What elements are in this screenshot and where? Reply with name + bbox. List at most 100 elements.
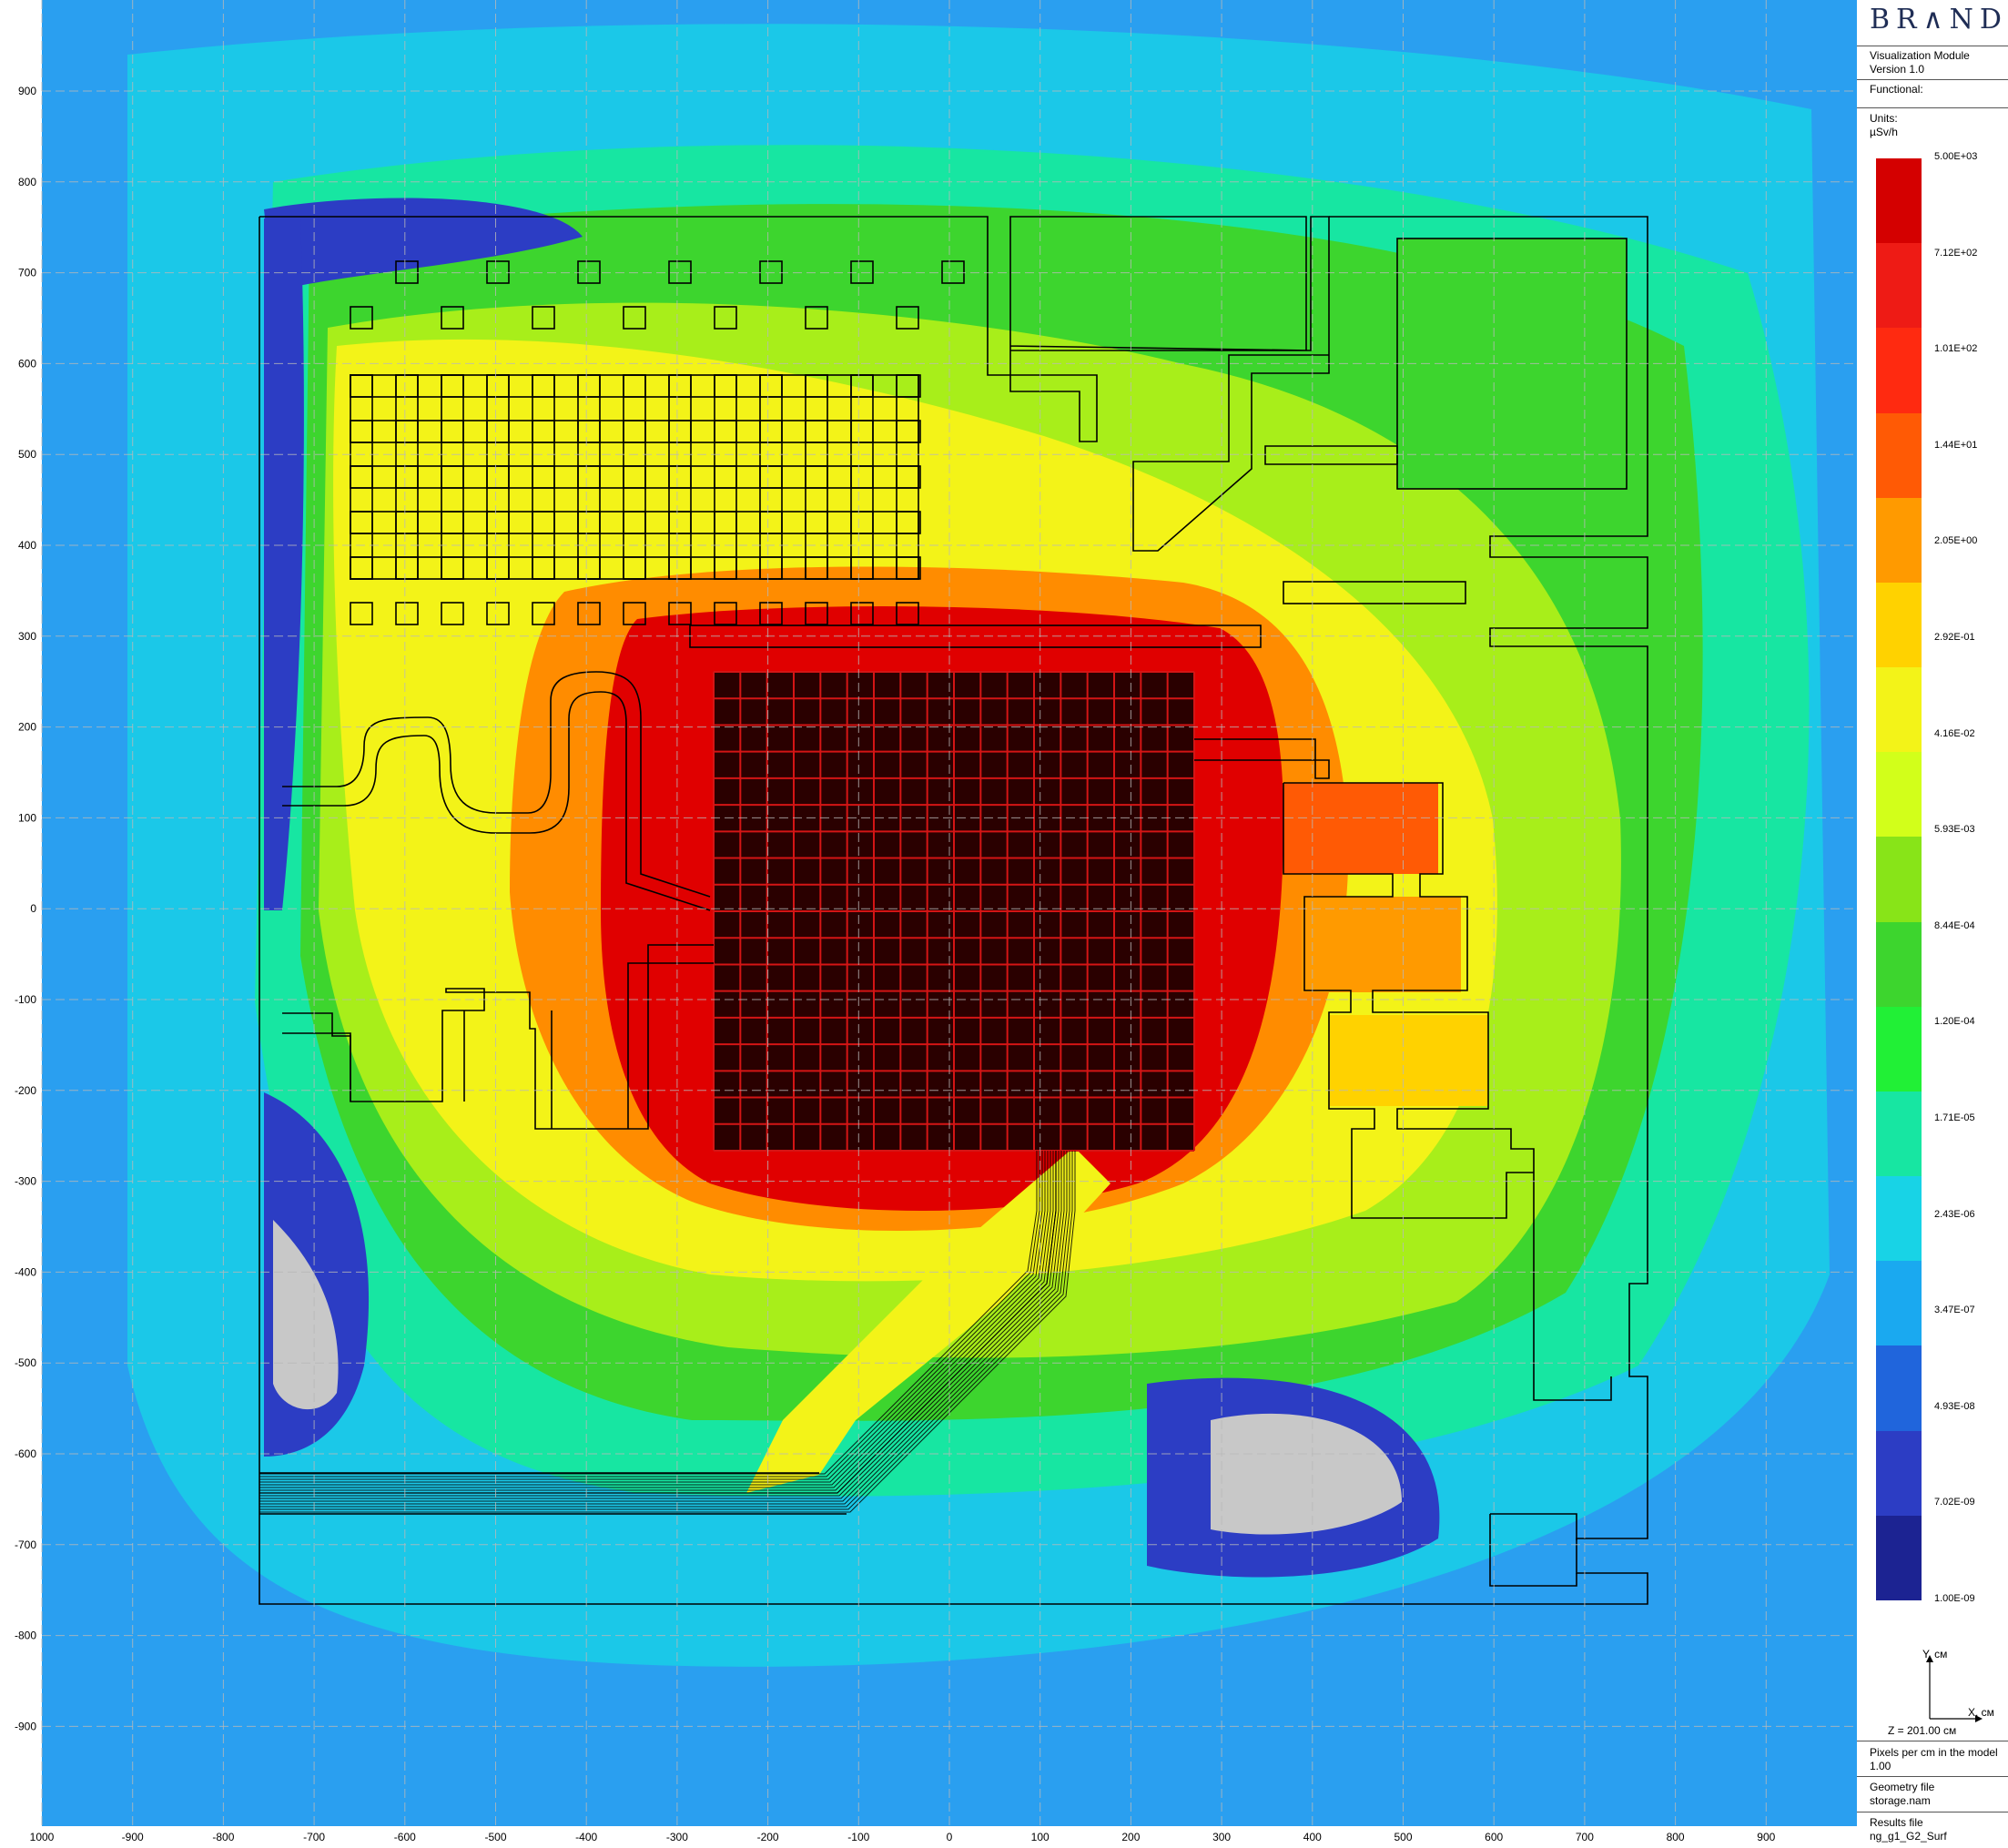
scale-label: 1.01E+02 [1934,343,1978,355]
y-tick-label: 300 [18,630,36,643]
y-axis-ticks: 900 800 700 600 500 400 300 200 100 0 -100 -200 -300… [15,85,36,1732]
x-tick-label: 900 [1757,1831,1775,1843]
x-tick-label: 600 [1485,1831,1503,1843]
rack-row [350,465,921,489]
coordinate-gridlines [41,0,1857,1826]
tunnel-rail [259,1151,1068,1505]
rack-cell [350,602,373,625]
tunnel-rail [259,1151,1040,1477]
scale-band [1876,1515,1922,1601]
tunnel-rail [259,1151,1049,1486]
x-axis-label: X, cм [1968,1706,1994,1719]
scale-band [1876,667,1922,753]
storage-cell [941,260,965,284]
legend-panel: BR∧ND Visualization Module Version 1.0 F… [1857,0,2008,1848]
scale-label: 1.20E-04 [1934,1016,1975,1028]
x-tick-label: 400 [1303,1831,1322,1843]
divider [1857,79,2008,80]
y-tick-label: -600 [15,1447,36,1460]
y-axis-label: Y, cм [1922,1648,1948,1660]
x-tick-label: 500 [1394,1831,1412,1843]
storage-cell [896,306,919,330]
y-tick-label: 0 [30,902,36,915]
tunnel-rail [259,1151,1070,1508]
room-vault-2 [1283,783,1438,874]
scale-band [1876,582,1922,668]
serpentine-duct [282,671,711,898]
tunnel-rail [259,1151,1073,1510]
scale-label: 7.02E-09 [1934,1497,1975,1508]
x-tick-label: 800 [1667,1831,1685,1843]
functional-label: Functional: [1870,83,1923,96]
y-tick-label: -100 [15,993,36,1006]
tunnel-rail [259,1151,1038,1475]
geometry-label: Geometry file [1870,1781,1935,1793]
rack-cell [486,602,510,625]
y-tick-label: 400 [18,539,36,552]
scale-label: 8.44E-04 [1934,919,1975,931]
storage-cell [532,306,555,330]
map-bottom-axis-margin [0,1826,1857,1848]
serpentine-duct-inner [282,691,711,911]
y-arrowhead [1926,1655,1933,1662]
core-grid-lines [713,671,1195,1152]
pixels-label: Pixels per cm in the model [1870,1746,1998,1759]
rack-cell [623,602,646,625]
storage-cell [441,306,464,330]
core-storage-grid [713,671,1195,1152]
map-viewport[interactable]: 1000 -900 -800 -700 -600 -500 -400 -300 -200 -100… [0,0,1857,1848]
y-tick-label: -800 [15,1630,36,1642]
storage-cell [486,260,510,284]
wall-outlines [259,216,1648,1605]
scale-label: 2.43E-06 [1934,1208,1975,1220]
results-value: ng_g1_G2_Surf [1870,1830,1947,1843]
storage-cell [714,306,737,330]
y-tick-label: -300 [15,1175,36,1188]
z-value: Z = 201.00 cм [1888,1724,1957,1737]
region-grey-left [273,1220,339,1410]
scale-band [1876,1006,1922,1092]
transport-tunnel [259,1151,1076,1513]
tunnel-rail [259,1151,1065,1502]
scale-band [1876,158,1922,244]
scale-band [1876,1176,1922,1262]
dose-rate-map[interactable]: 1000 -900 -800 -700 -600 -500 -400 -300 -200 -100… [0,0,1857,1848]
y-tick-label: 200 [18,721,36,734]
exit-corridor-wall [259,1472,847,1515]
x-tick-label: -800 [212,1831,234,1843]
scale-band [1876,328,1922,414]
region-grey-bottom [1211,1413,1402,1535]
contour-tunnel-glow [746,1147,1110,1493]
divider [1857,1776,2008,1777]
x-tick-label: 100 [1031,1831,1050,1843]
module-version: Version 1.0 [1870,63,1925,76]
rack-cell [805,602,828,625]
divider [1857,107,2008,108]
lower-left-duct [282,944,714,1130]
tunnel-rail [259,1151,1062,1499]
y-tick-label: -400 [15,1265,36,1278]
pixels-value: 1.00 [1870,1760,1891,1772]
brand-logo: BR∧ND [1870,4,2008,36]
x-tick-label: 300 [1212,1831,1231,1843]
storage-cell [577,260,601,284]
units-value: µSv/h [1870,126,1898,138]
rack-row [350,374,921,398]
rack-cell [759,602,783,625]
scale-band [1876,497,1922,584]
x-tick-label: -400 [575,1831,597,1843]
x-tick-label: 700 [1576,1831,1594,1843]
rack-cell [714,602,737,625]
x-arrowhead [1975,1715,1983,1722]
x-tick-label: -100 [847,1831,869,1843]
x-tick-label: -500 [484,1831,506,1843]
region-low-dose-left-top [264,218,304,910]
rack-cell [850,602,874,625]
y-tick-label: 900 [18,85,36,97]
scale-band [1876,752,1922,838]
scale-label: 1.44E+01 [1934,439,1978,451]
units-label: Units: [1870,112,1898,125]
rack-grid [350,260,965,625]
scale-band [1876,412,1922,499]
x-axis-ticks: 1000 -900 -800 -700 -600 -500 -400 -300 -200 -100… [30,1831,1776,1843]
